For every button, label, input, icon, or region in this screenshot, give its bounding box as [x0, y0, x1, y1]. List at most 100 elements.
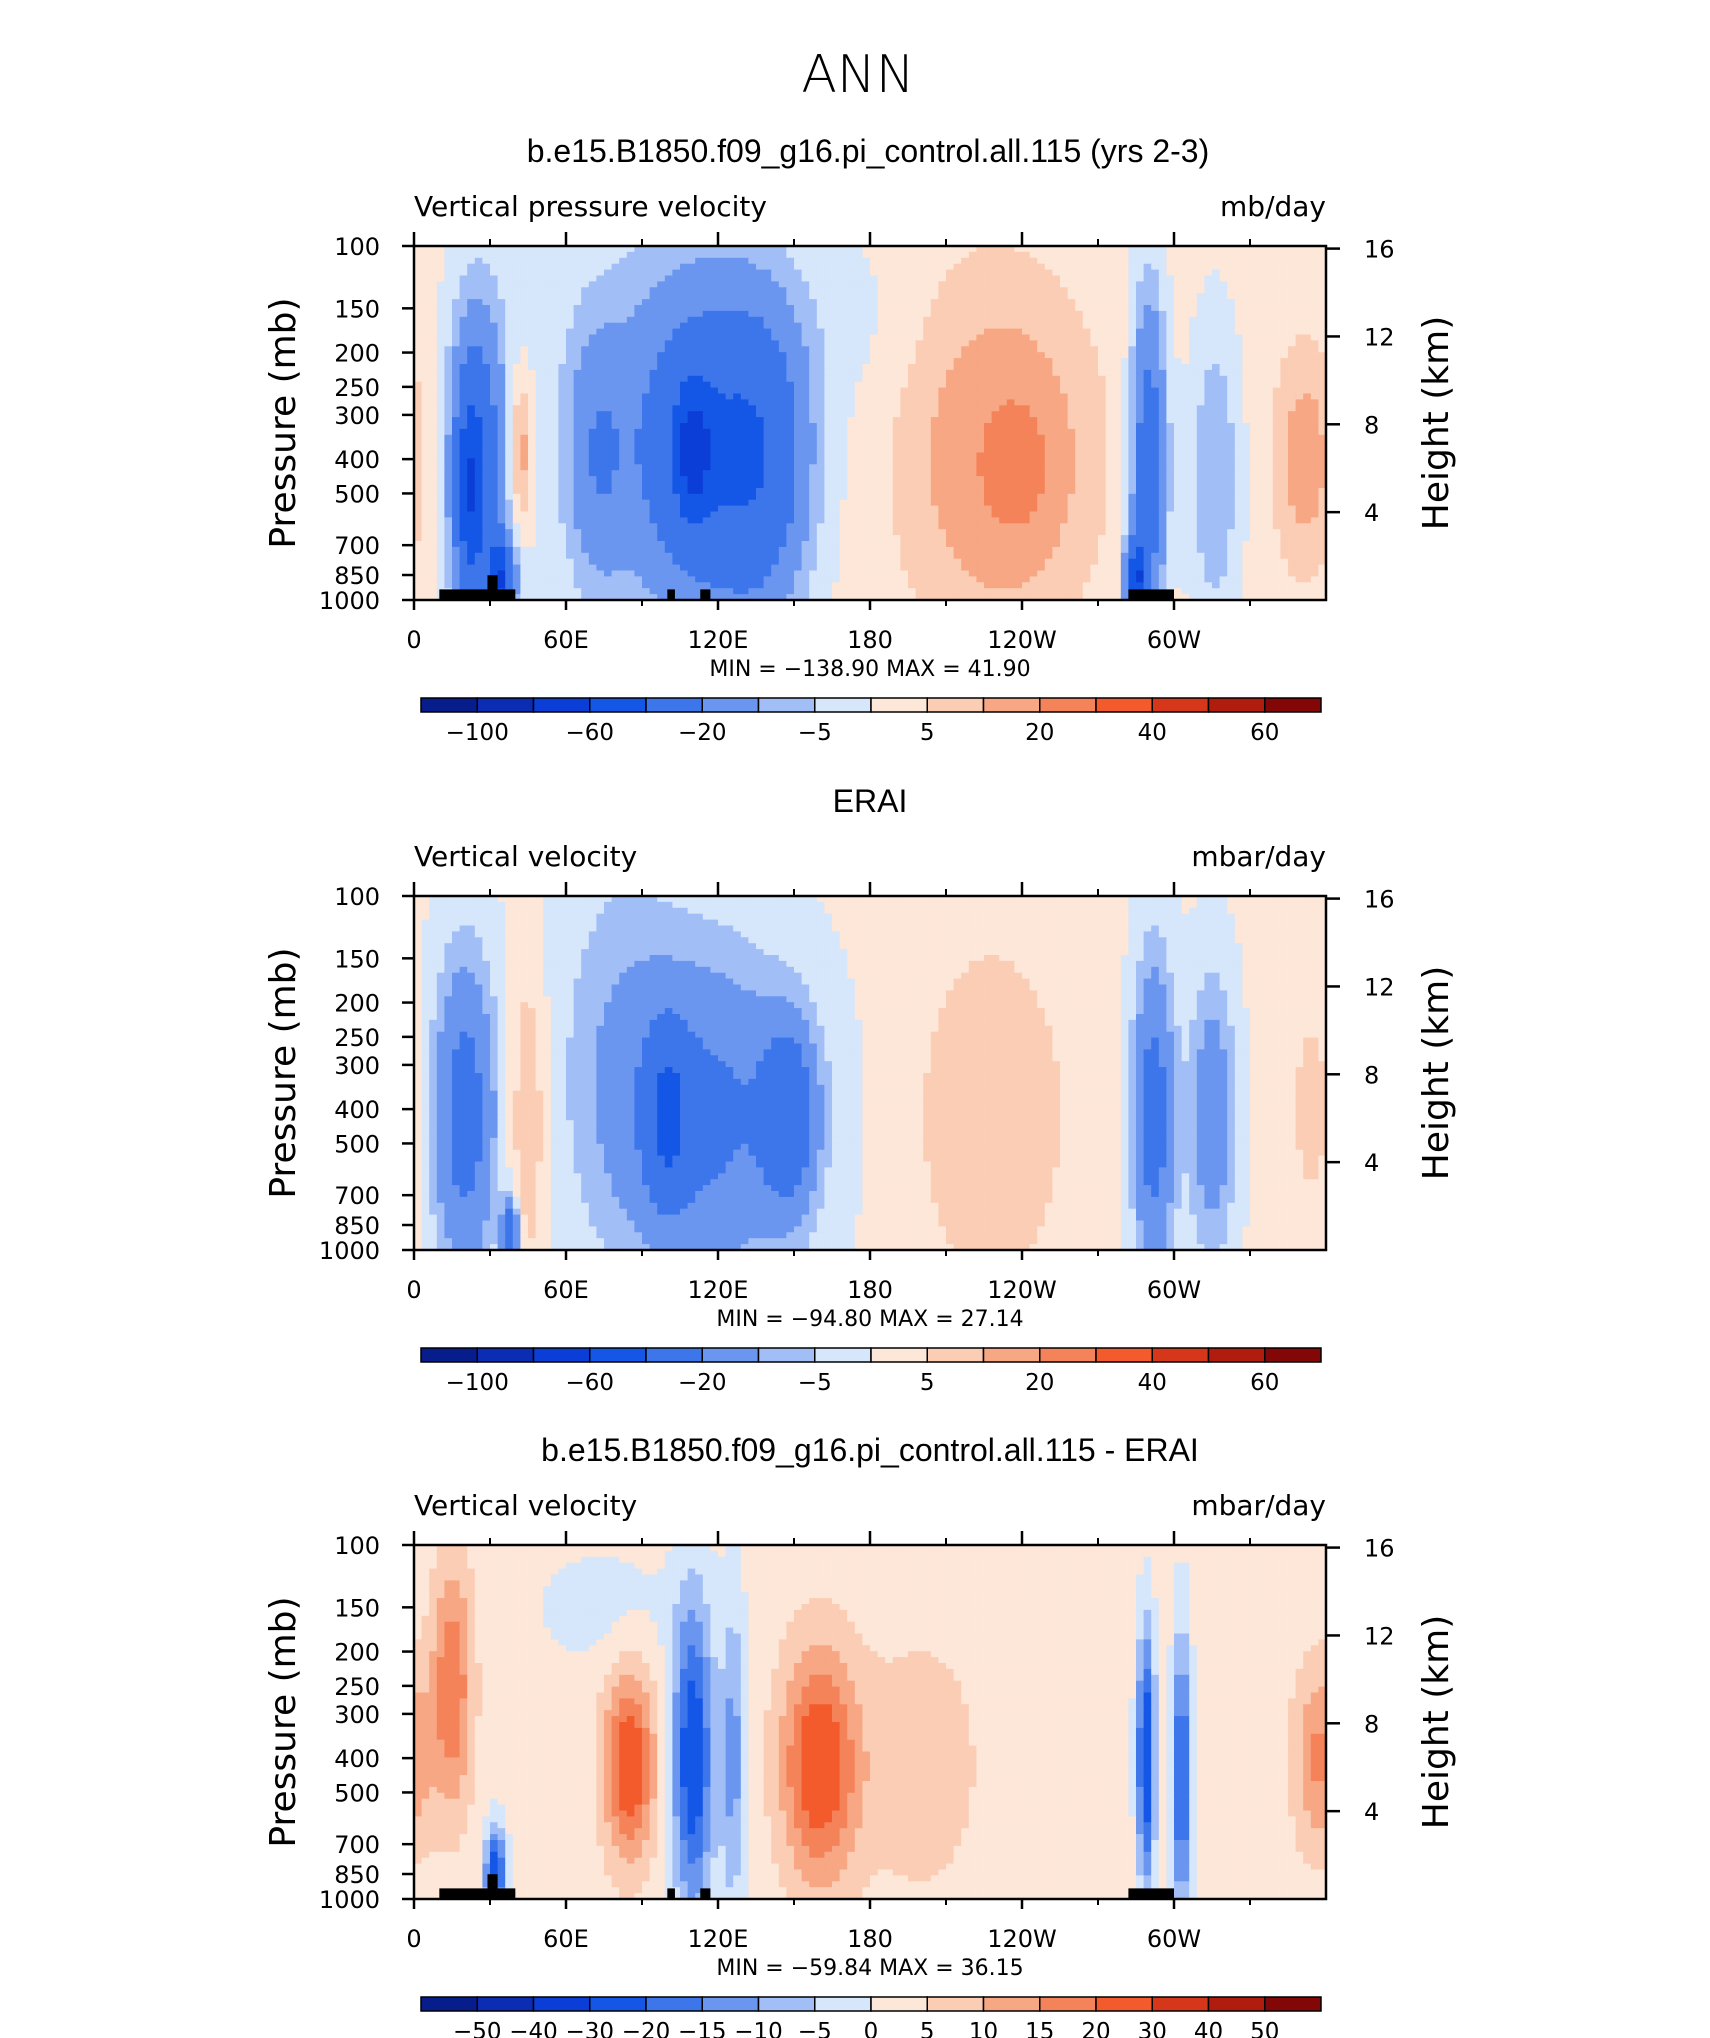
field-cell	[870, 334, 879, 341]
field-cell	[968, 446, 977, 454]
field-cell	[649, 287, 658, 294]
field-cell	[763, 281, 772, 288]
field-cell	[892, 417, 901, 424]
field-cell	[1204, 352, 1213, 359]
field-cell	[520, 458, 529, 465]
field-cell	[1257, 440, 1266, 448]
field-cell	[566, 328, 575, 336]
field-cell	[657, 364, 666, 371]
field-cell	[847, 346, 856, 353]
field-cell	[642, 411, 651, 418]
field-cell	[1189, 399, 1198, 406]
field-cell	[923, 428, 932, 436]
field-cell	[1128, 375, 1137, 383]
field-cell	[467, 340, 476, 347]
field-cell	[642, 446, 651, 454]
field-cell	[1105, 417, 1114, 424]
field-cell	[1044, 470, 1053, 477]
field-cell	[1227, 287, 1236, 294]
field-cell	[490, 458, 499, 465]
field-cell	[1136, 470, 1145, 477]
field-cell	[649, 275, 658, 282]
field-cell	[763, 440, 772, 448]
field-cell	[710, 257, 719, 265]
field-cell	[1219, 322, 1228, 330]
field-cell	[1318, 269, 1327, 277]
field-cell	[1006, 246, 1015, 253]
field-cell	[1098, 322, 1107, 330]
field-cell	[1250, 387, 1259, 395]
field-cell	[467, 310, 476, 318]
field-cell	[1128, 458, 1137, 465]
field-cell	[672, 364, 681, 371]
field-cell	[1189, 464, 1198, 471]
field-cell	[1029, 411, 1038, 418]
field-cell	[604, 428, 613, 436]
field-cell	[1075, 369, 1084, 377]
field-cell	[497, 358, 506, 365]
field-cell	[748, 299, 757, 306]
field-cell	[1075, 446, 1084, 454]
field-cell	[1113, 251, 1122, 259]
field-cell	[543, 393, 552, 400]
field-cell	[740, 310, 749, 318]
field-cell	[1196, 399, 1205, 406]
field-cell	[619, 458, 628, 465]
field-cell	[725, 434, 734, 442]
field-cell	[1219, 269, 1228, 277]
field-cell	[543, 482, 552, 489]
field-cell	[588, 263, 597, 271]
field-cell	[984, 440, 993, 448]
field-cell	[1067, 328, 1076, 336]
field-cell	[1265, 287, 1274, 294]
field-cell	[702, 417, 711, 424]
field-cell	[1204, 405, 1213, 412]
field-cell	[581, 405, 590, 412]
field-cell	[1303, 476, 1312, 483]
field-cell	[1067, 476, 1076, 483]
field-cell	[961, 328, 970, 336]
field-cell	[520, 346, 529, 353]
field-cell	[1181, 452, 1190, 459]
field-cell	[1257, 393, 1266, 400]
field-cell	[733, 316, 742, 324]
field-cell	[1014, 352, 1023, 359]
field-cell	[1288, 352, 1297, 359]
field-cell	[725, 446, 734, 454]
field-cell	[862, 393, 871, 400]
field-cell	[961, 310, 970, 318]
field-cell	[634, 482, 643, 489]
field-cell	[1174, 269, 1183, 277]
field-cell	[1318, 417, 1327, 424]
field-cell	[801, 446, 810, 454]
field-cell	[1113, 476, 1122, 483]
field-cell	[619, 299, 628, 306]
field-cell	[778, 375, 787, 383]
field-cell	[976, 428, 985, 436]
field-cell	[1196, 299, 1205, 306]
field-cell	[1151, 428, 1160, 436]
field-cell	[756, 375, 765, 383]
field-cell	[778, 464, 787, 471]
field-cell	[566, 393, 575, 400]
field-cell	[550, 458, 559, 465]
field-cell	[558, 458, 567, 465]
field-cell	[535, 411, 544, 418]
field-cell	[1120, 393, 1129, 400]
field-cell	[657, 381, 666, 389]
field-cell	[1204, 316, 1213, 324]
field-cell	[444, 417, 453, 424]
field-cell	[763, 417, 772, 424]
field-cell	[687, 346, 696, 353]
field-cell	[991, 464, 1000, 471]
field-cell	[558, 257, 567, 265]
field-cell	[619, 375, 628, 383]
field-cell	[1143, 452, 1152, 459]
field-cell	[1067, 269, 1076, 277]
field-cell	[566, 251, 575, 259]
field-cell	[809, 310, 818, 318]
field-cell	[657, 482, 666, 489]
field-cell	[634, 328, 643, 336]
field-cell	[596, 346, 605, 353]
field-cell	[604, 417, 613, 424]
